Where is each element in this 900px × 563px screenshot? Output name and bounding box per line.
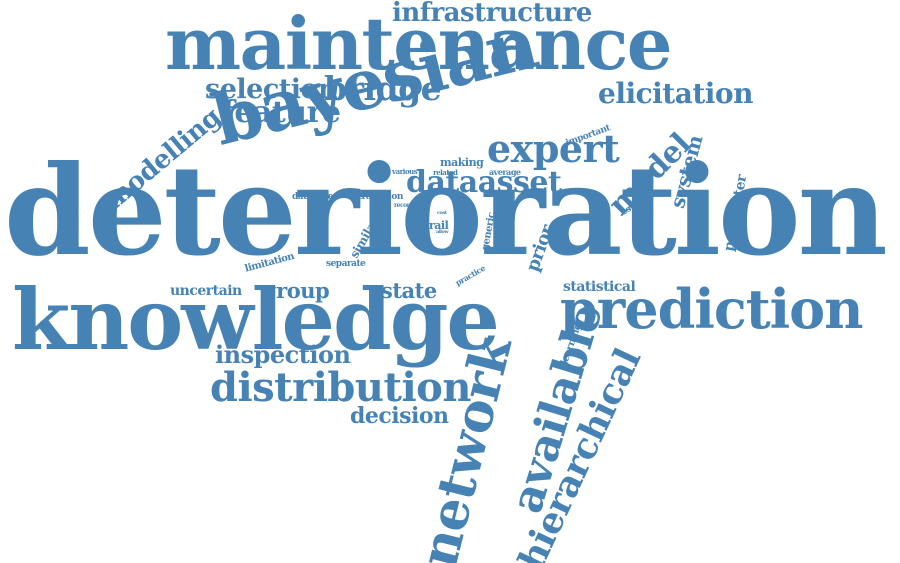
word-state: state — [381, 278, 437, 303]
word-decision: decision — [350, 403, 449, 429]
word-dataasset: dataasset — [406, 165, 562, 200]
word-inspection: inspection — [215, 340, 351, 369]
word-bridge: bridge — [324, 69, 442, 108]
word-making: making — [440, 156, 484, 169]
word-group: group — [262, 278, 330, 303]
word-uncertain: uncertain — [170, 283, 242, 299]
word-knowledge: knowledge — [12, 270, 500, 369]
word-related: related — [433, 168, 458, 177]
word-expert: expert — [487, 126, 620, 171]
word-separate: separate — [326, 259, 366, 269]
word-cost: cost — [437, 210, 447, 216]
word-average: average — [489, 167, 521, 177]
word-selection: selection — [205, 74, 338, 105]
word-deterioration: deterioration — [4, 139, 888, 284]
word-database: database — [292, 192, 334, 202]
word-elicitation: elicitation — [598, 77, 753, 110]
word-record: record — [394, 202, 414, 209]
word-infrastructure: infrastructure — [392, 0, 592, 28]
word-distribution: distribution — [210, 364, 471, 411]
word-statistical: statistical — [563, 279, 636, 295]
word-prediction: prediction — [560, 277, 863, 341]
word-allow: allow — [436, 229, 449, 235]
word-rail: rail — [429, 219, 449, 232]
word-feature: feature — [222, 95, 341, 130]
word-transition: transition — [358, 192, 403, 202]
word-various: various — [392, 167, 418, 176]
word-maintenance: maintenance — [165, 1, 673, 86]
